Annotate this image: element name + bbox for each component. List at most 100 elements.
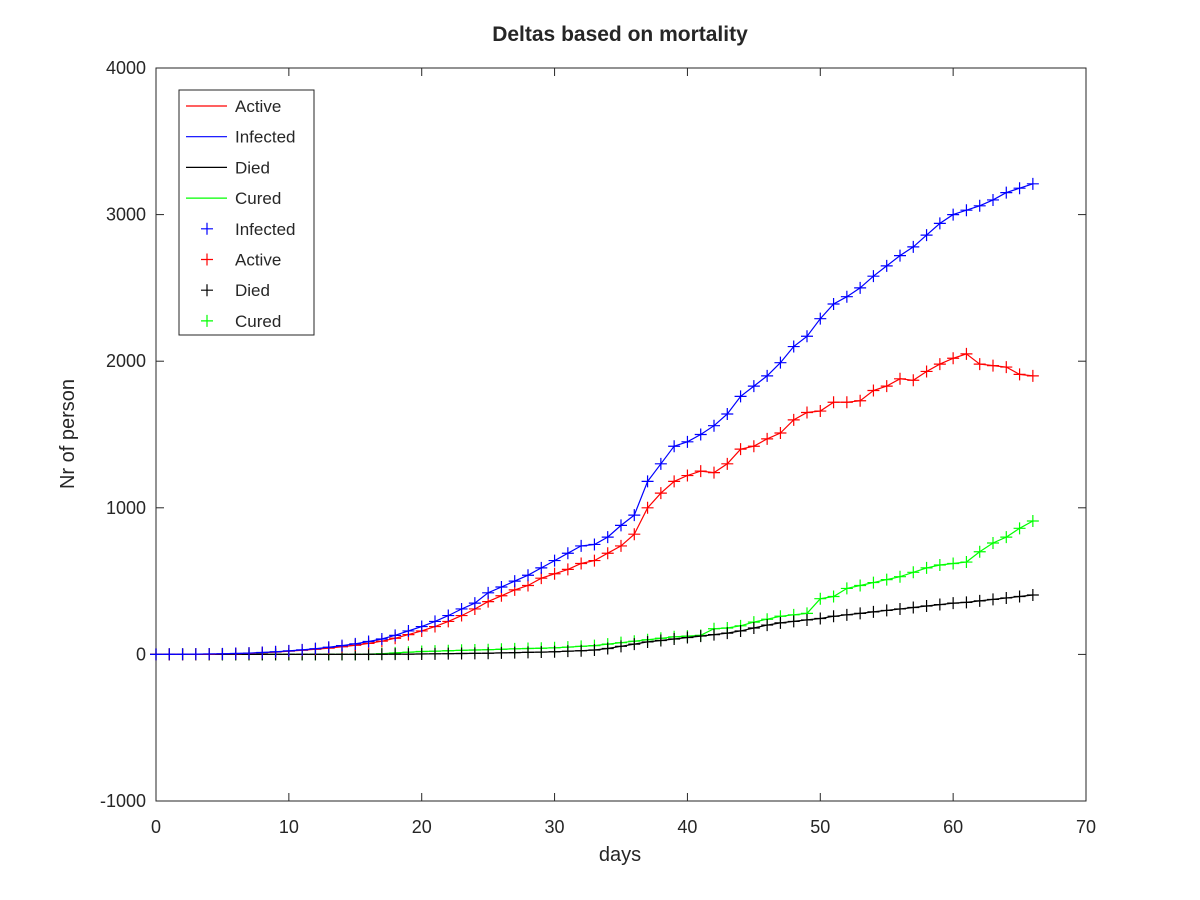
data-point-infected xyxy=(309,642,322,655)
data-point-active xyxy=(920,365,933,378)
data-point-died xyxy=(508,646,521,659)
data-point-active xyxy=(854,394,867,407)
data-point-active xyxy=(654,487,667,500)
data-point-active xyxy=(1026,369,1039,382)
data-point-infected xyxy=(176,648,189,661)
data-point-died xyxy=(880,604,893,617)
data-point-died xyxy=(1013,590,1026,603)
data-point-died xyxy=(1026,589,1039,602)
data-point-died xyxy=(495,646,508,659)
data-point-infected xyxy=(482,586,495,599)
data-point-active xyxy=(933,358,946,371)
legend-label-active: Active xyxy=(235,251,281,270)
data-point-infected xyxy=(920,229,933,242)
data-point-active xyxy=(907,374,920,387)
legend-label-cured: Cured xyxy=(235,189,281,208)
data-point-died xyxy=(814,612,827,625)
y-tick-label: 0 xyxy=(136,644,146,664)
data-point-died xyxy=(668,633,681,646)
data-point-infected xyxy=(575,539,588,552)
data-point-infected xyxy=(256,646,269,659)
data-point-active xyxy=(694,465,707,478)
y-axis-label: Nr of person xyxy=(57,379,79,489)
x-tick-label: 20 xyxy=(412,817,432,837)
data-point-infected xyxy=(907,240,920,253)
data-point-cured xyxy=(814,592,827,605)
data-point-cured xyxy=(1026,514,1039,527)
legend-label-infected: Infected xyxy=(235,128,296,147)
data-point-died xyxy=(1000,591,1013,604)
data-point-infected xyxy=(827,298,840,311)
legend: Active Infected Died Cured Infected Active Die… xyxy=(178,89,315,336)
data-point-died xyxy=(575,644,588,657)
data-point-active xyxy=(628,528,641,541)
data-point-died xyxy=(721,627,734,640)
data-point-infected xyxy=(774,356,787,369)
data-point-active xyxy=(708,466,720,479)
data-point-cured xyxy=(827,590,840,603)
data-point-active xyxy=(761,432,774,445)
x-tick-label: 60 xyxy=(943,817,963,837)
legend-marker-died xyxy=(201,284,213,297)
data-point-infected xyxy=(854,281,867,294)
y-tick-label: -1000 xyxy=(100,791,146,811)
data-point-died xyxy=(588,644,601,657)
data-point-active xyxy=(960,347,973,360)
data-point-infected xyxy=(933,217,946,230)
data-point-active xyxy=(561,563,574,576)
legend-marker-cured xyxy=(201,314,213,327)
data-point-infected xyxy=(150,648,162,661)
data-point-died xyxy=(548,645,561,658)
data-point-infected xyxy=(894,249,906,262)
data-point-infected xyxy=(389,629,402,642)
data-point-died xyxy=(987,593,999,606)
data-point-cured xyxy=(1013,522,1026,535)
data-point-active xyxy=(641,501,654,514)
data-point-infected xyxy=(588,538,601,551)
data-point-infected xyxy=(548,554,561,567)
data-point-died xyxy=(362,648,375,661)
data-point-died xyxy=(787,615,800,628)
data-point-infected xyxy=(522,569,534,582)
data-point-active xyxy=(588,554,601,567)
data-point-died xyxy=(429,647,441,660)
data-point-infected xyxy=(229,647,242,660)
x-tick-label: 40 xyxy=(677,817,697,837)
data-point-died xyxy=(973,594,986,607)
y-tick-label: 1000 xyxy=(106,498,146,518)
data-point-died xyxy=(535,646,548,659)
data-point-died xyxy=(561,645,574,658)
axes-box xyxy=(155,67,1087,802)
data-point-active xyxy=(747,440,760,453)
data-point-cured xyxy=(973,545,986,558)
data-point-infected xyxy=(455,602,468,615)
data-point-died xyxy=(641,635,654,648)
data-point-infected xyxy=(243,647,255,660)
legend-label-active: Active xyxy=(235,97,281,116)
data-point-infected xyxy=(801,330,813,343)
data-point-infected xyxy=(615,519,627,532)
data-point-died xyxy=(375,648,388,661)
data-point-infected xyxy=(189,648,202,661)
data-point-infected xyxy=(282,644,295,657)
legend-box xyxy=(178,89,315,336)
data-point-died xyxy=(654,634,667,647)
series-markers-cured xyxy=(150,514,1039,661)
data-point-active xyxy=(880,380,893,393)
data-point-infected xyxy=(508,575,521,588)
data-point-infected xyxy=(296,643,309,656)
y-tick-label: 4000 xyxy=(106,58,146,78)
data-point-infected xyxy=(442,609,455,622)
data-point-infected xyxy=(628,509,641,522)
data-point-cured xyxy=(920,561,933,574)
data-point-active xyxy=(535,572,548,585)
data-point-infected xyxy=(402,624,415,637)
data-point-died xyxy=(389,648,402,661)
data-point-died xyxy=(615,640,627,653)
data-point-active xyxy=(734,443,747,456)
x-tick-label: 30 xyxy=(545,817,565,837)
data-point-died xyxy=(734,624,747,637)
legend-label-cured: Cured xyxy=(235,312,281,331)
